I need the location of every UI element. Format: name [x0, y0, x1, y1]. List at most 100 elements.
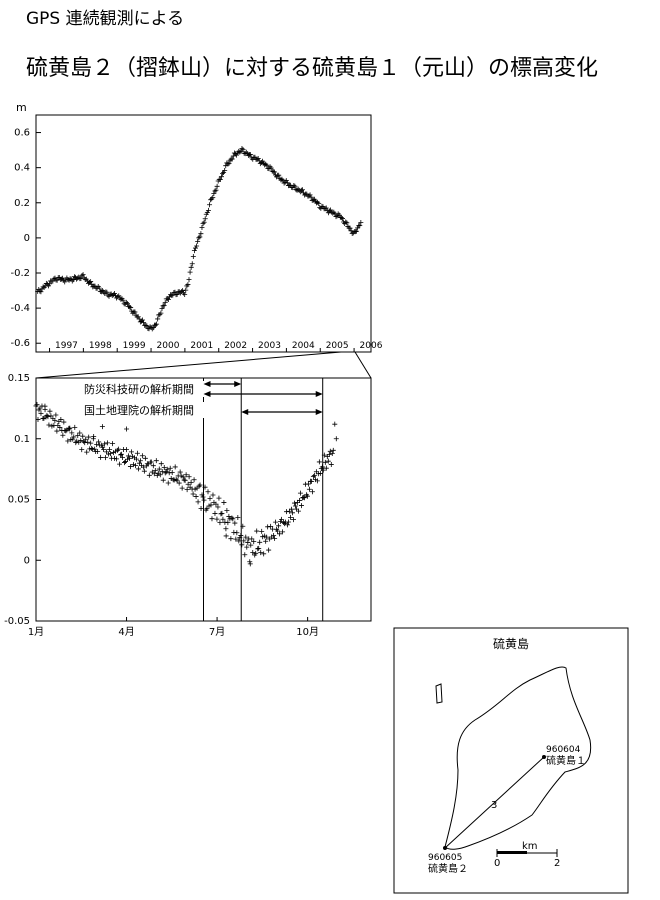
chart1-point: [161, 303, 167, 309]
chart1-ylabel: m: [16, 101, 27, 114]
chart2-point: [35, 417, 41, 423]
chart2-point: [292, 503, 298, 509]
chart1-point: [60, 275, 66, 281]
chart1-point: [47, 281, 53, 287]
chart1-frame: [35, 114, 372, 353]
chart2-point: [127, 464, 133, 470]
chart1-point: [338, 215, 344, 221]
chart2-point: [228, 536, 234, 542]
chart2-annotations: 防災科技研の解析期間 国土地理院の解析期間: [80, 381, 323, 418]
annotation-nied: 防災科技研の解析期間: [84, 382, 194, 396]
chart2-point: [237, 535, 243, 541]
chart1-xtick-label: 2005: [326, 341, 349, 351]
chart2-point: [182, 477, 188, 483]
chart1-point: [298, 187, 304, 193]
zoom-line-right: [354, 351, 372, 379]
chart2-point: [245, 539, 251, 545]
chart1-point: [306, 193, 312, 199]
chart1-point: [295, 186, 301, 192]
chart1-point: [269, 168, 275, 174]
chart2-point: [223, 526, 229, 532]
chart1-point: [207, 202, 213, 208]
chart2-point: [88, 440, 94, 446]
chart2-point: [241, 538, 247, 544]
chart2-point: [167, 465, 173, 471]
chart2-point: [330, 447, 336, 453]
chart2-point: [255, 546, 261, 552]
chart2-point: [263, 538, 269, 544]
chart2-point: [84, 449, 90, 455]
chart2-point: [124, 426, 130, 432]
chart1-point: [190, 254, 196, 260]
chart2-point: [265, 524, 271, 530]
chart2-point: [219, 510, 225, 516]
chart2-point: [286, 519, 292, 525]
chart1-point: [186, 277, 192, 283]
chart1-point: [252, 154, 258, 160]
chart2-ytick-label: 0: [24, 555, 30, 566]
chart1-point: [328, 207, 334, 213]
chart2-point: [148, 459, 154, 465]
chart2-point: [105, 440, 111, 446]
chart2-point: [185, 481, 191, 487]
chart1-point: [54, 277, 60, 283]
chart1-point: [104, 289, 110, 295]
chart2-point: [244, 544, 250, 550]
chart2-point: [34, 401, 40, 407]
chart1-ticks: 0.6 0.4 0.2 0 -0.2 -0.4 -0.6 1997 1998 1999 2000 20…: [10, 128, 383, 352]
chart2-point: [292, 500, 297, 506]
chart1-point: [358, 220, 364, 226]
chart1-ytick-label: -0.2: [10, 268, 30, 279]
chart2-point: [305, 481, 311, 487]
chart1-point: [165, 297, 171, 303]
chart2-point: [172, 464, 178, 470]
chart1-point: [189, 261, 195, 267]
chart2-point: [150, 463, 156, 469]
chart2-point: [42, 407, 48, 413]
chart1-point: [118, 296, 124, 302]
chart2-point: [96, 439, 102, 445]
chart2-ytick-label: 0.1: [14, 434, 30, 445]
chart1-point: [205, 207, 211, 213]
chart2-point: [316, 459, 322, 465]
chart2-point: [233, 536, 239, 542]
chart2-point: [297, 490, 303, 496]
chart1-point: [111, 291, 117, 297]
chart2-point: [180, 474, 186, 480]
scale-max: 2: [554, 858, 560, 869]
chart1-point: [276, 172, 282, 178]
chart2-period-lines: [203, 378, 324, 621]
chart1-point: [136, 316, 142, 322]
chart1-xtick-label: 2006: [360, 341, 383, 351]
chart1-point: [222, 168, 228, 174]
chart2-point: [212, 510, 218, 516]
chart1-ytick-label: 0.4: [14, 163, 30, 174]
chart1-point: [110, 292, 116, 298]
chart2-point: [256, 545, 262, 551]
chart2-point: [238, 532, 244, 538]
chart2-xtick-label: 1月: [28, 626, 44, 638]
chart2-point: [223, 533, 229, 539]
chart2-point: [133, 456, 139, 462]
chart2-point: [188, 479, 194, 485]
chart1-point: [218, 174, 224, 180]
chart2-point: [202, 484, 208, 490]
chart1-point: [143, 322, 149, 328]
chart1-point: [185, 282, 191, 288]
chart2-point: [94, 442, 100, 448]
chart1-point: [263, 161, 269, 167]
chart1-point: [96, 285, 102, 291]
chart1-point: [322, 205, 328, 211]
chart2-point: [118, 452, 124, 458]
chart1-point: [268, 165, 274, 171]
chart1-point: [172, 289, 178, 295]
chart2-point: [236, 538, 242, 544]
chart1-ytick-label: -0.6: [10, 338, 30, 349]
chart2-point: [53, 412, 59, 418]
chart1-point: [248, 152, 254, 158]
chart2-point: [98, 454, 104, 460]
annotation-bg-gsi: [80, 402, 206, 418]
chart2-point: [201, 497, 207, 503]
scale-min: 0: [494, 858, 500, 869]
arrow-head-left: [203, 381, 211, 387]
